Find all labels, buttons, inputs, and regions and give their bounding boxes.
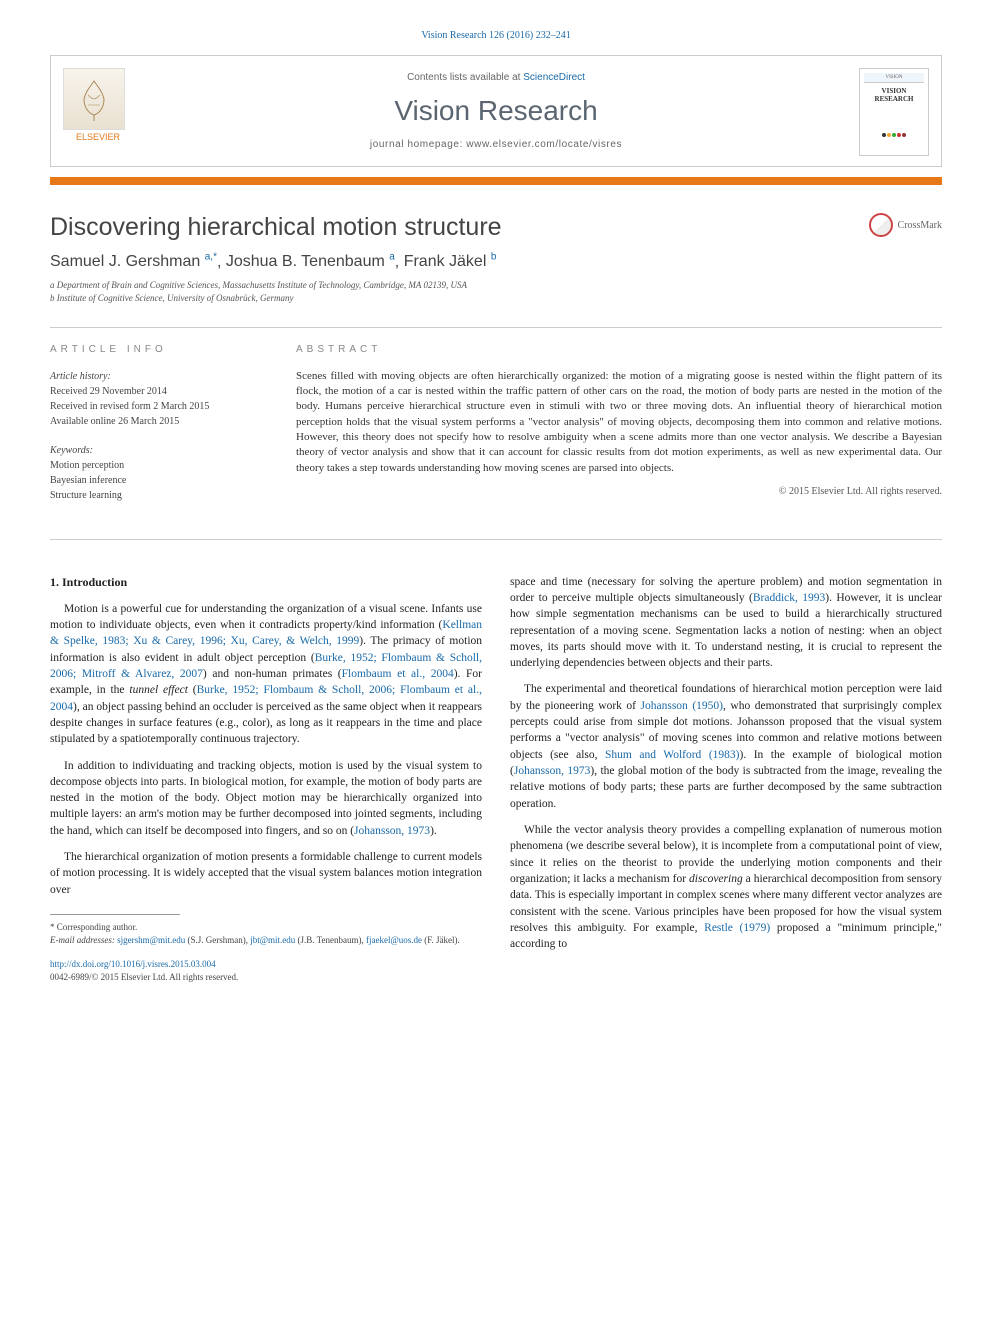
text-run: ) and non-human primates (	[203, 668, 342, 680]
citation[interactable]: Johansson, 1973	[514, 765, 591, 777]
paragraph: The hierarchical organization of motion …	[50, 849, 482, 898]
section-1-heading: 1. Introduction	[50, 574, 482, 591]
text-run: ).	[430, 825, 437, 837]
journal-name: Vision Research	[161, 95, 831, 127]
affiliation-line: a Department of Brain and Cognitive Scie…	[50, 279, 942, 292]
corresponding-author-note: * Corresponding author. E-mail addresses…	[50, 921, 482, 946]
column-left: 1. Introduction Motion is a powerful cue…	[50, 574, 482, 984]
text-run: ), an object passing behind an occluder …	[50, 701, 482, 746]
footnote-separator	[50, 914, 180, 921]
journal-reference: Vision Research 126 (2016) 232–241	[50, 30, 942, 41]
doi-link[interactable]: http://dx.doi.org/10.1016/j.visres.2015.…	[50, 959, 216, 969]
email-owner: (S.J. Gershman)	[185, 935, 246, 945]
contents-line: Contents lists available at ScienceDirec…	[161, 72, 831, 83]
body-columns: 1. Introduction Motion is a powerful cue…	[50, 574, 942, 984]
cover-title: VISION RESEARCH	[864, 87, 924, 103]
abstract-text: Scenes filled with moving objects are of…	[296, 369, 942, 477]
italic-term: discovering	[689, 873, 743, 885]
author: Joshua B. Tenenbaum a	[226, 253, 395, 270]
article-info-label: article info	[50, 344, 260, 355]
homepage-url[interactable]: www.elsevier.com/locate/visres	[466, 139, 622, 150]
keywords-block: Keywords: Motion perceptionBayesian infe…	[50, 443, 260, 503]
history-line: Available online 26 March 2015	[50, 414, 260, 429]
orange-divider	[50, 177, 942, 185]
authors-line: Samuel J. Gershman a,*, Joshua B. Tenenb…	[50, 252, 942, 271]
email-line: E-mail addresses: sjgershm@mit.edu (S.J.…	[50, 934, 482, 947]
citation[interactable]: Johansson, 1973	[354, 825, 430, 837]
citation[interactable]: Braddick, 1993	[753, 592, 825, 604]
abstract: abstract Scenes filled with moving objec…	[296, 344, 942, 517]
history-line: Received in revised form 2 March 2015	[50, 399, 260, 414]
email-link[interactable]: sjgershm@mit.edu	[117, 935, 185, 945]
citation[interactable]: Johansson (1950)	[641, 700, 723, 712]
article-title: Discovering hierarchical motion structur…	[50, 213, 502, 242]
text-run: Motion is a powerful cue for understandi…	[50, 603, 482, 631]
corr-author-label: * Corresponding author.	[50, 921, 482, 934]
crossmark-badge[interactable]: CrossMark	[869, 213, 942, 237]
publisher-name: ELSEVIER	[63, 132, 133, 142]
citation[interactable]: Shum and Wolford (1983)	[605, 749, 739, 761]
author: Frank Jäkel b	[404, 253, 497, 270]
italic-term: tunnel effect	[129, 684, 188, 696]
citation[interactable]: Flombaum et al., 2004	[342, 668, 454, 680]
crossmark-label: CrossMark	[898, 220, 942, 231]
cover-dots	[864, 133, 924, 139]
abstract-copyright: © 2015 Elsevier Ltd. All rights reserved…	[296, 486, 942, 497]
affiliation-line: b Institute of Cognitive Science, Univer…	[50, 292, 942, 305]
homepage-prefix: journal homepage:	[370, 139, 466, 150]
publisher-block: ELSEVIER	[63, 68, 133, 142]
email-link[interactable]: fjaekel@uos.de	[366, 935, 422, 945]
article-history: Article history: Received 29 November 20…	[50, 369, 260, 429]
abstract-label: abstract	[296, 344, 942, 355]
author: Samuel J. Gershman a,*	[50, 253, 217, 270]
crossmark-icon	[869, 213, 893, 237]
text-run: The hierarchical organization of motion …	[50, 851, 482, 896]
email-owner: (F. Jäkel)	[422, 935, 458, 945]
paragraph: While the vector analysis theory provide…	[510, 822, 942, 953]
article-info: article info Article history: Received 2…	[50, 344, 260, 517]
email-link[interactable]: jbt@mit.edu	[250, 935, 295, 945]
paragraph: The experimental and theoretical foundat…	[510, 681, 942, 812]
journal-header: ELSEVIER VISION VISION RESEARCH Contents…	[50, 55, 942, 167]
email-owner: (J.B. Tenenbaum)	[295, 935, 361, 945]
journal-cover-block: VISION VISION RESEARCH	[859, 68, 929, 156]
doi-block: http://dx.doi.org/10.1016/j.visres.2015.…	[50, 958, 482, 984]
history-line: Received 29 November 2014	[50, 384, 260, 399]
email-label: E-mail addresses:	[50, 935, 117, 945]
journal-cover: VISION VISION RESEARCH	[859, 68, 929, 156]
paragraph: space and time (necessary for solving th…	[510, 574, 942, 672]
elsevier-tree-icon	[63, 68, 125, 130]
keywords-title: Keywords:	[50, 443, 260, 458]
paragraph: In addition to individuating and trackin…	[50, 758, 482, 840]
paragraph: Motion is a powerful cue for understandi…	[50, 601, 482, 748]
keyword: Structure learning	[50, 488, 260, 503]
homepage-line: journal homepage: www.elsevier.com/locat…	[161, 139, 831, 150]
affiliations: a Department of Brain and Cognitive Scie…	[50, 279, 942, 304]
keyword: Bayesian inference	[50, 473, 260, 488]
contents-prefix: Contents lists available at	[407, 72, 523, 83]
history-title: Article history:	[50, 369, 260, 384]
citation[interactable]: Restle (1979)	[704, 922, 770, 934]
keyword: Motion perception	[50, 458, 260, 473]
issn-copyright: 0042-6989/© 2015 Elsevier Ltd. All right…	[50, 972, 238, 982]
cover-top-label: VISION	[864, 73, 924, 83]
column-right: space and time (necessary for solving th…	[510, 574, 942, 984]
text-run: (	[188, 684, 197, 696]
sciencedirect-link[interactable]: ScienceDirect	[523, 72, 585, 83]
